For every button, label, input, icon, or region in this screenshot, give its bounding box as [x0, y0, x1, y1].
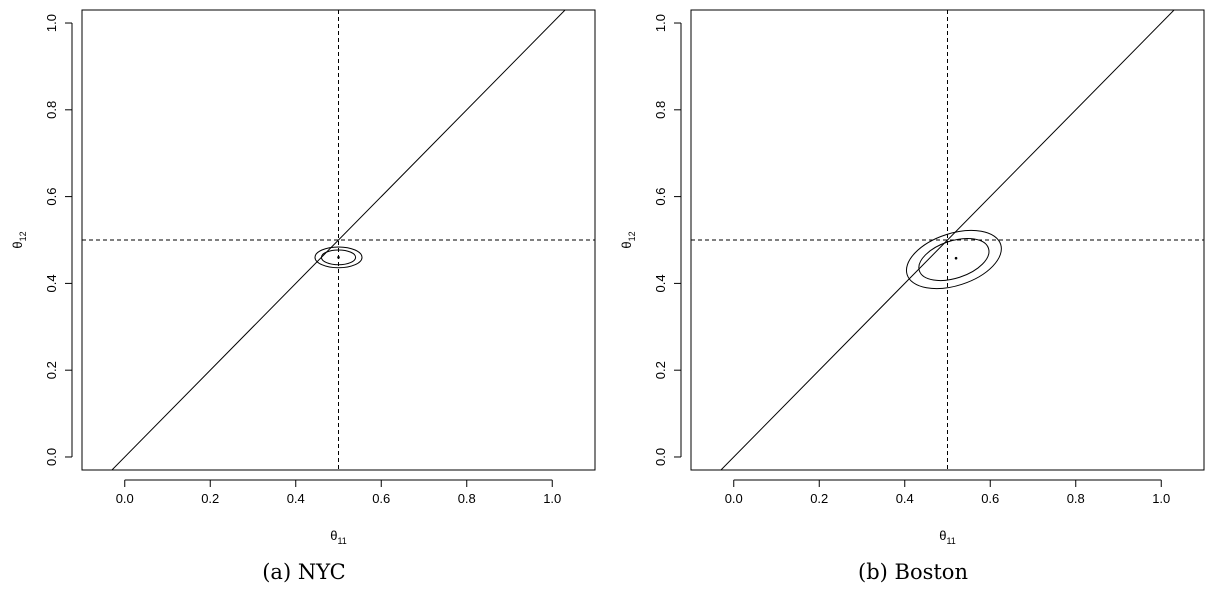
y-tick-label: 0.6 — [44, 188, 59, 206]
x-tick-label: 0.6 — [372, 491, 390, 506]
x-tick-label: 0.8 — [458, 491, 476, 506]
y-tick-label: 0.0 — [44, 448, 59, 466]
x-tick-label: 0.8 — [1067, 491, 1085, 506]
plot-area — [82, 10, 595, 470]
y-axis-title: θ12 — [10, 231, 28, 248]
y-tick-label: 0.8 — [44, 101, 59, 119]
point-estimate — [954, 256, 958, 260]
y-tick-label: 0.2 — [44, 361, 59, 379]
x-axis-title: θ11 — [330, 528, 347, 546]
plot-area — [691, 10, 1204, 470]
chart-boston: 0.0 0.2 0.4 0.6 0.8 1.0 0.0 0.2 0.4 0.6 0.8 1.0 θ11 θ… — [619, 9, 1205, 546]
x-tick-label: 0.2 — [201, 491, 219, 506]
x-tick-label: 0.0 — [116, 491, 134, 506]
x-tick-label: 0.0 — [725, 491, 743, 506]
subplot-nyc: 0.0 0.2 0.4 0.6 0.8 1.0 0.0 0.2 0.4 0.6 0.8 1.0 θ11 θ… — [0, 0, 608, 605]
y-tick-label: 0.4 — [653, 274, 668, 292]
y-tick-label: 0.8 — [653, 101, 668, 119]
confidence-ellipse-2 — [314, 246, 363, 269]
confidence-ellipse-2 — [905, 229, 1002, 290]
x-tick-label: 1.0 — [1152, 491, 1170, 506]
x-tick-label: 0.4 — [896, 491, 914, 506]
subplot-boston: 0.0 0.2 0.4 0.6 0.8 1.0 0.0 0.2 0.4 0.6 0.8 1.0 θ11 θ… — [609, 0, 1217, 605]
y-tick-label: 0.6 — [653, 188, 668, 206]
x-axis-title: θ11 — [939, 528, 956, 546]
confidence-ellipse-1 — [918, 238, 990, 282]
y-tick-label: 0.0 — [653, 448, 668, 466]
point-estimate — [337, 256, 340, 259]
y-tick-label: 1.0 — [44, 14, 59, 32]
y-tick-label: 1.0 — [653, 14, 668, 32]
diagonal-line — [720, 10, 1175, 470]
x-tick-label: 0.4 — [287, 491, 305, 506]
y-axis-title: θ12 — [619, 231, 637, 248]
confidence-ellipse-1 — [320, 249, 357, 266]
x-tick-label: 0.2 — [810, 491, 828, 506]
y-tick-label: 0.2 — [653, 361, 668, 379]
x-tick-label: 1.0 — [543, 491, 561, 506]
chart-nyc: 0.0 0.2 0.4 0.6 0.8 1.0 0.0 0.2 0.4 0.6 0.8 1.0 θ11 θ… — [10, 9, 596, 546]
caption-nyc: (a) NYC — [262, 560, 346, 584]
diagonal-line — [111, 10, 566, 470]
caption-boston: (b) Boston — [858, 560, 968, 584]
x-tick-label: 0.6 — [981, 491, 999, 506]
y-tick-label: 0.4 — [44, 274, 59, 292]
